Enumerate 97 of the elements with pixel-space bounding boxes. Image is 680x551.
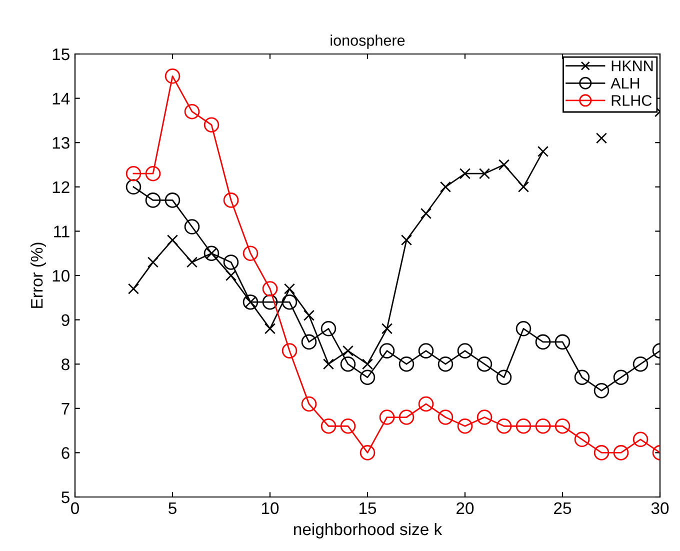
point — [282, 343, 298, 358]
x-tick-label: 10 — [262, 502, 279, 514]
point — [613, 445, 629, 460]
point — [223, 254, 239, 270]
x-tick-label: 30 — [651, 502, 669, 514]
point — [164, 68, 180, 84]
point — [225, 270, 237, 282]
point — [476, 356, 492, 372]
point — [282, 294, 298, 310]
point — [184, 219, 200, 234]
point — [322, 358, 334, 370]
y-tick-label: 8 — [62, 358, 70, 370]
legend-label: RLHC — [612, 95, 652, 106]
point — [145, 166, 161, 182]
point — [440, 181, 452, 192]
point — [379, 343, 395, 358]
point — [301, 396, 317, 412]
point — [594, 383, 610, 398]
point — [301, 334, 317, 350]
y-tick-label: 15 — [52, 48, 70, 60]
point — [554, 418, 570, 434]
point — [128, 283, 140, 294]
point — [379, 410, 395, 425]
point — [147, 256, 159, 268]
point — [574, 432, 590, 448]
y-tick-label: 10 — [52, 270, 70, 282]
point — [262, 281, 278, 296]
point — [320, 418, 336, 434]
y-tick-label: 13 — [52, 137, 70, 149]
point — [418, 343, 434, 358]
point — [537, 146, 549, 158]
point — [420, 208, 432, 220]
y-axis-title: Error (%) — [30, 242, 46, 308]
point — [184, 104, 200, 120]
point — [574, 370, 590, 386]
x-tick-label: 25 — [554, 502, 572, 514]
point — [457, 418, 473, 434]
point — [166, 234, 178, 246]
point — [398, 356, 414, 372]
point — [360, 445, 376, 460]
point — [594, 445, 610, 460]
point — [362, 358, 374, 370]
point — [320, 321, 336, 336]
point — [164, 192, 180, 208]
point — [418, 396, 434, 412]
point — [342, 345, 354, 356]
point — [438, 410, 454, 425]
point — [516, 321, 532, 336]
legend-label: ALH — [610, 78, 640, 88]
y-tick-label: 6 — [62, 447, 70, 459]
x-tick-label: 0 — [71, 502, 79, 514]
point — [262, 294, 278, 310]
y-tick-label: 7 — [62, 402, 70, 414]
point — [438, 356, 454, 372]
x-tick-label: 20 — [456, 502, 474, 514]
point — [242, 246, 258, 261]
x-tick-label: 15 — [360, 502, 376, 514]
point — [596, 132, 608, 144]
point — [476, 410, 492, 425]
point — [478, 168, 490, 180]
point — [554, 334, 570, 350]
chart-title: ionosphere — [330, 34, 405, 49]
point — [204, 117, 220, 133]
point — [496, 370, 512, 386]
legend-label: HKNN — [612, 60, 653, 72]
point — [360, 370, 376, 386]
point — [303, 310, 315, 321]
y-tick-label: 14 — [52, 92, 70, 104]
point — [459, 168, 471, 180]
point — [632, 432, 648, 448]
point — [284, 283, 296, 294]
point — [186, 256, 198, 268]
point — [340, 356, 356, 372]
point — [498, 159, 510, 170]
y-tick-label: 11 — [54, 226, 70, 238]
point — [145, 192, 161, 208]
point — [223, 192, 239, 208]
point — [381, 323, 393, 334]
point — [496, 418, 512, 434]
y-tick-label: 12 — [52, 181, 70, 193]
point — [613, 370, 629, 386]
point — [340, 418, 356, 434]
point — [398, 410, 414, 425]
y-tick-label: 9 — [62, 314, 70, 326]
point — [516, 418, 532, 434]
point — [535, 418, 551, 434]
point — [400, 234, 412, 246]
point — [632, 356, 648, 372]
point — [126, 179, 142, 195]
point — [518, 181, 530, 192]
point — [535, 334, 551, 350]
y-tick-label: 5 — [62, 492, 70, 504]
x-axis-title: neighborhood size k — [294, 522, 442, 538]
x-tick-label: 5 — [168, 502, 176, 514]
point — [264, 323, 276, 334]
point — [126, 166, 142, 182]
point — [457, 343, 473, 358]
